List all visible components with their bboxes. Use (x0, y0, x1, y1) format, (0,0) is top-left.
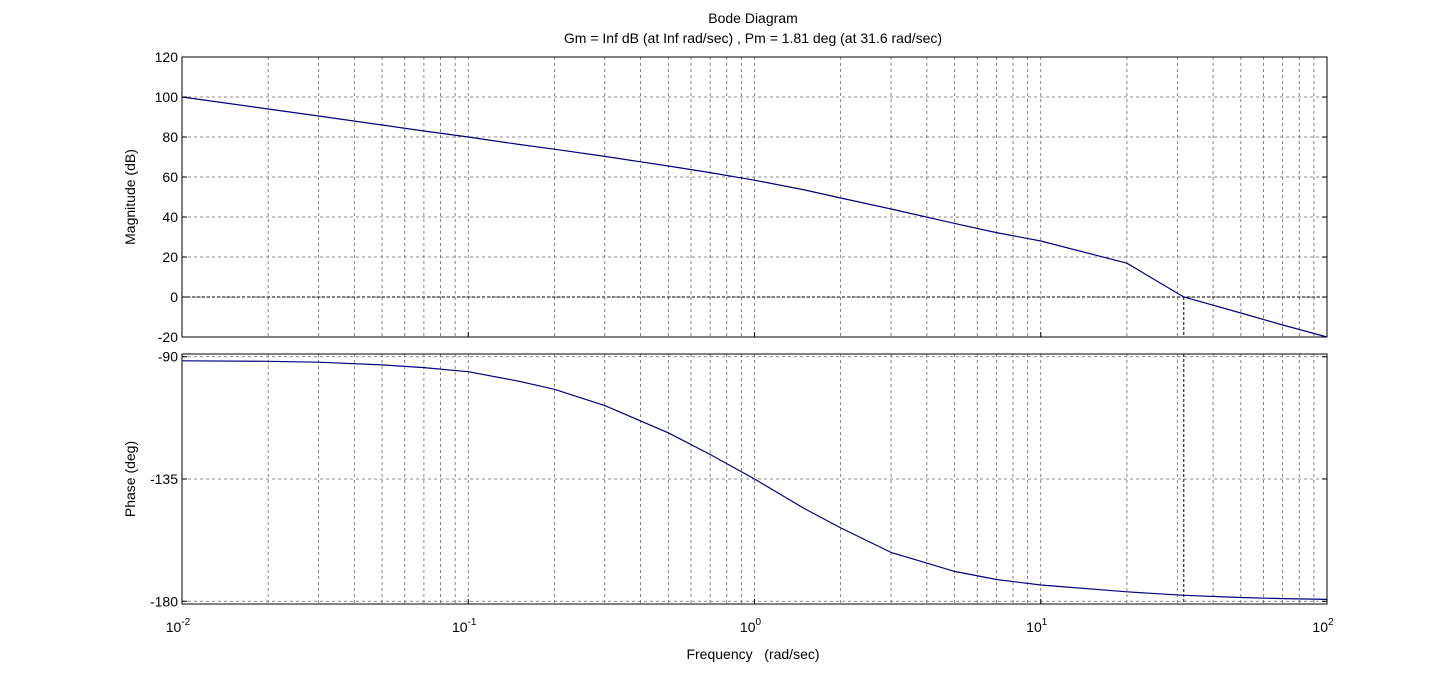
y-tick-label: -180 (150, 593, 178, 609)
y-tick-label: -90 (158, 349, 178, 365)
magnitude-grid (182, 57, 1327, 337)
y-tick-label: 80 (162, 129, 178, 145)
x-axis-label: Frequency (rad/sec) (686, 646, 819, 662)
frequency-x-ticks: 10-2 10-1 100 101 102 (166, 332, 1334, 635)
chart-title: Bode Diagram (708, 10, 798, 26)
x-tick-label: 10-2 (166, 617, 191, 635)
x-tick-label: 101 (1026, 617, 1048, 635)
x-tick-label: 102 (1312, 617, 1334, 635)
x-tick-label: 10-1 (452, 617, 477, 635)
magnitude-panel: 120 100 80 60 40 20 0 -20 Magnitude (dB) (122, 49, 1328, 345)
chart-subtitle: Gm = Inf dB (at Inf rad/sec) , Pm = 1.81… (564, 30, 942, 46)
y-tick-label: 20 (162, 249, 178, 265)
magnitude-curve (181, 96, 1328, 338)
y-tick-label: 120 (155, 49, 179, 65)
y-tick-label: 40 (162, 209, 178, 225)
y-tick-label: 100 (155, 89, 179, 105)
y-tick-label: 0 (170, 289, 178, 305)
magnitude-y-label: Magnitude (dB) (122, 149, 138, 245)
y-tick-label: 60 (162, 169, 178, 185)
phase-y-label: Phase (deg) (122, 441, 138, 517)
y-tick-label: -135 (150, 471, 178, 487)
phase-panel: -90 -135 -180 Phase (deg) (122, 349, 1328, 609)
magnitude-y-ticks: 120 100 80 60 40 20 0 -20 (155, 49, 1327, 345)
phase-curve (181, 360, 1328, 600)
y-tick-label: -20 (158, 329, 178, 345)
x-tick-label: 100 (740, 617, 762, 635)
phase-y-ticks: -90 -135 -180 (150, 349, 1327, 609)
